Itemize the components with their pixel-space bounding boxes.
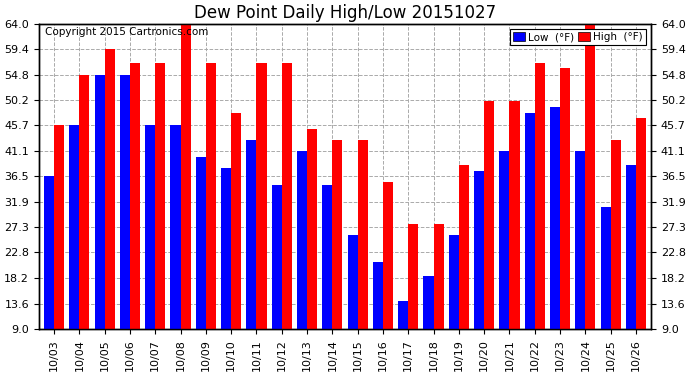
Bar <box>398 302 408 329</box>
Bar <box>424 276 433 329</box>
Bar <box>500 152 509 329</box>
Bar <box>408 224 418 329</box>
Bar <box>105 49 115 329</box>
Bar <box>95 75 105 329</box>
Legend: Low  (°F), High  (°F): Low (°F), High (°F) <box>509 29 646 45</box>
Bar <box>550 107 560 329</box>
Bar <box>120 75 130 329</box>
Bar <box>433 224 444 329</box>
Bar <box>535 63 545 329</box>
Bar <box>509 102 520 329</box>
Bar <box>600 207 611 329</box>
Bar <box>206 63 216 329</box>
Bar <box>575 152 585 329</box>
Bar <box>54 125 64 329</box>
Bar <box>585 24 595 329</box>
Bar <box>231 112 241 329</box>
Bar <box>484 102 494 329</box>
Bar <box>459 165 469 329</box>
Bar <box>221 168 231 329</box>
Bar <box>181 24 190 329</box>
Bar <box>69 125 79 329</box>
Bar <box>636 118 646 329</box>
Bar <box>333 140 342 329</box>
Bar <box>130 63 140 329</box>
Bar <box>626 165 636 329</box>
Bar <box>170 125 181 329</box>
Bar <box>383 182 393 329</box>
Bar <box>145 125 155 329</box>
Bar <box>272 185 282 329</box>
Bar <box>357 140 368 329</box>
Text: Copyright 2015 Cartronics.com: Copyright 2015 Cartronics.com <box>45 27 208 37</box>
Bar <box>448 235 459 329</box>
Bar <box>246 140 257 329</box>
Bar <box>79 75 90 329</box>
Bar <box>611 140 621 329</box>
Bar <box>307 129 317 329</box>
Bar <box>474 171 484 329</box>
Bar <box>348 235 357 329</box>
Bar <box>322 185 333 329</box>
Title: Dew Point Daily High/Low 20151027: Dew Point Daily High/Low 20151027 <box>194 4 496 22</box>
Bar <box>524 112 535 329</box>
Bar <box>155 63 166 329</box>
Bar <box>196 157 206 329</box>
Bar <box>373 262 383 329</box>
Bar <box>560 68 570 329</box>
Bar <box>297 152 307 329</box>
Bar <box>257 63 266 329</box>
Bar <box>282 63 292 329</box>
Bar <box>44 176 54 329</box>
